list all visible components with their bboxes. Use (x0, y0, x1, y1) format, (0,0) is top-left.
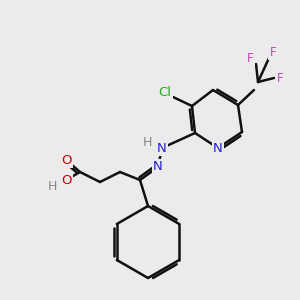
Text: O: O (61, 154, 71, 166)
Text: F: F (247, 52, 253, 64)
Text: N: N (157, 142, 167, 154)
Text: N: N (213, 142, 223, 154)
Text: N: N (153, 160, 163, 173)
Text: H: H (142, 136, 152, 149)
Text: O: O (61, 173, 71, 187)
Text: Cl: Cl (158, 86, 172, 100)
Text: H: H (47, 179, 57, 193)
Text: F: F (277, 71, 283, 85)
Text: F: F (270, 46, 276, 59)
